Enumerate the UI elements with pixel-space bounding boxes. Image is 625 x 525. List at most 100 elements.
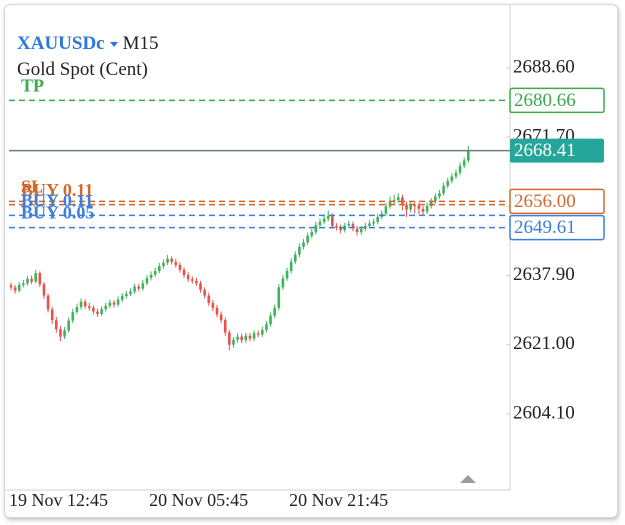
candle-body xyxy=(34,273,38,282)
candle-body xyxy=(281,278,285,288)
candle-body xyxy=(409,205,412,210)
candle-body xyxy=(162,262,165,267)
candle-body xyxy=(133,286,136,292)
level-price-label: 2680.66 xyxy=(514,90,576,111)
candle-body xyxy=(446,180,450,186)
candle-body xyxy=(417,205,421,209)
candle-body xyxy=(261,329,264,335)
x-tick-label: 20 Nov 21:45 xyxy=(289,490,388,510)
candle-body xyxy=(149,274,153,278)
candle-body xyxy=(158,266,161,272)
candle-body xyxy=(384,206,388,214)
candle-body xyxy=(13,287,17,291)
candle-body xyxy=(442,185,445,194)
candle-body xyxy=(434,196,437,202)
candle-body xyxy=(104,305,108,310)
level-name: SL xyxy=(21,177,43,197)
candle-body xyxy=(30,278,33,282)
x-tick-label: 19 Nov 12:45 xyxy=(9,490,108,510)
candle-body xyxy=(166,258,169,263)
header: XAUUSDc M15 Gold Spot (Cent) xyxy=(17,31,159,83)
candle-body xyxy=(454,172,458,177)
candle-body xyxy=(59,329,62,337)
y-tick-label: 2688.60 xyxy=(513,56,575,77)
candle-body xyxy=(108,302,112,306)
candle-body xyxy=(248,335,252,339)
level-name: BUY 0.11 xyxy=(21,180,93,200)
level-price-label: 2656.00 xyxy=(514,191,576,212)
last-price-box xyxy=(510,138,604,163)
candle-body xyxy=(421,208,425,212)
candle-body xyxy=(265,324,268,330)
level-price-label: 2649.61 xyxy=(514,217,576,238)
candle-body xyxy=(153,271,157,275)
candle-body xyxy=(170,258,173,263)
candle-body xyxy=(298,246,301,255)
candle-body xyxy=(347,223,351,226)
candle-body xyxy=(232,339,235,345)
candle-body xyxy=(182,269,186,276)
candle-body xyxy=(331,215,334,226)
candle-body xyxy=(252,333,256,339)
candle-body xyxy=(314,225,318,233)
candle-body xyxy=(438,193,441,197)
level-price-box xyxy=(509,214,605,241)
candle-body xyxy=(458,165,462,173)
candle-body xyxy=(125,293,128,296)
candle-body xyxy=(22,283,25,285)
symbol-row: XAUUSDc M15 xyxy=(17,31,159,57)
candle-body xyxy=(244,335,248,341)
candle-body xyxy=(50,309,54,321)
candle-body xyxy=(17,284,21,291)
candle-body xyxy=(285,271,289,279)
candle-body xyxy=(195,280,198,284)
candle-body xyxy=(339,227,342,231)
candle-body xyxy=(351,223,355,229)
candle-body xyxy=(215,307,219,315)
candle-body xyxy=(116,299,120,305)
candle-body xyxy=(211,302,215,308)
candle-body xyxy=(359,228,363,233)
subtitle: Gold Spot (Cent) xyxy=(17,59,148,80)
candle-body xyxy=(203,289,206,296)
candle-body xyxy=(79,301,83,308)
candle-body xyxy=(322,218,326,222)
candle-body xyxy=(306,235,309,243)
candle-body xyxy=(87,306,91,308)
candle-body xyxy=(413,205,417,207)
candle-body xyxy=(388,201,392,207)
y-tick-label: 2604.10 xyxy=(513,402,575,423)
candle-body xyxy=(96,311,99,315)
candle-body xyxy=(429,201,433,206)
candle-body xyxy=(42,284,46,296)
candle-body xyxy=(396,197,400,201)
candle-body xyxy=(462,160,466,166)
candle-body xyxy=(71,311,75,321)
candle-body xyxy=(236,336,239,340)
symbol-menu-icon[interactable] xyxy=(109,39,119,49)
scroll-icon[interactable] xyxy=(460,475,476,483)
candle-body xyxy=(368,223,371,226)
candle-body xyxy=(364,225,367,229)
candle-body xyxy=(141,283,145,289)
timeframe[interactable]: M15 xyxy=(122,33,159,54)
candle-body xyxy=(186,275,190,280)
candle-body xyxy=(112,302,116,305)
candle-body xyxy=(302,242,305,247)
candle-body xyxy=(355,228,359,233)
candle-body xyxy=(199,283,202,290)
candle-body xyxy=(310,232,314,236)
x-tick-label: 20 Nov 05:45 xyxy=(149,490,248,510)
candle-body xyxy=(425,205,429,212)
candle-body xyxy=(326,215,330,219)
candle-body xyxy=(178,264,182,270)
symbol[interactable]: XAUUSDc xyxy=(17,33,105,54)
candle-body xyxy=(467,150,470,161)
candle-body xyxy=(269,315,272,325)
candle-body xyxy=(318,221,322,226)
candle-body xyxy=(256,333,260,335)
level-name: TP xyxy=(21,76,44,96)
chart-frame: 2688.602671.702654.802637.902621.002604.… xyxy=(4,4,618,518)
candle-body xyxy=(75,307,79,312)
y-tick-label: 2621.00 xyxy=(513,333,575,354)
